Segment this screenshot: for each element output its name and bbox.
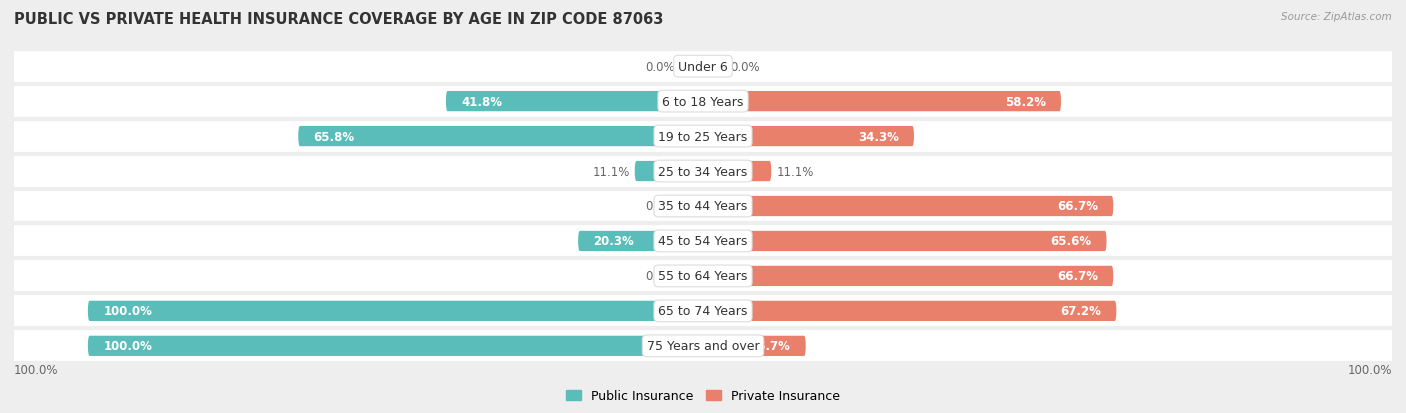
Text: 45 to 54 Years: 45 to 54 Years [658, 235, 748, 248]
FancyBboxPatch shape [703, 266, 1114, 286]
FancyBboxPatch shape [14, 224, 1392, 259]
Text: 6 to 18 Years: 6 to 18 Years [662, 95, 744, 108]
Text: 35 to 44 Years: 35 to 44 Years [658, 200, 748, 213]
Text: 19 to 25 Years: 19 to 25 Years [658, 130, 748, 143]
Text: 0.0%: 0.0% [645, 61, 675, 74]
FancyBboxPatch shape [14, 189, 1392, 224]
Text: 100.0%: 100.0% [1347, 363, 1392, 376]
FancyBboxPatch shape [703, 197, 1114, 216]
FancyBboxPatch shape [14, 84, 1392, 119]
FancyBboxPatch shape [682, 266, 703, 286]
FancyBboxPatch shape [682, 197, 703, 216]
Text: 0.0%: 0.0% [731, 61, 761, 74]
Text: 20.3%: 20.3% [593, 235, 634, 248]
Text: 100.0%: 100.0% [103, 339, 152, 352]
FancyBboxPatch shape [298, 127, 703, 147]
FancyBboxPatch shape [14, 294, 1392, 329]
FancyBboxPatch shape [578, 231, 703, 252]
Text: 67.2%: 67.2% [1060, 305, 1101, 318]
Text: 55 to 64 Years: 55 to 64 Years [658, 270, 748, 283]
Text: 16.7%: 16.7% [749, 339, 790, 352]
FancyBboxPatch shape [87, 336, 703, 356]
FancyBboxPatch shape [703, 127, 914, 147]
FancyBboxPatch shape [703, 92, 1062, 112]
FancyBboxPatch shape [14, 50, 1392, 84]
Text: 75 Years and over: 75 Years and over [647, 339, 759, 352]
Text: 0.0%: 0.0% [645, 200, 675, 213]
FancyBboxPatch shape [14, 329, 1392, 363]
Text: Under 6: Under 6 [678, 61, 728, 74]
FancyBboxPatch shape [87, 301, 703, 321]
Text: Source: ZipAtlas.com: Source: ZipAtlas.com [1281, 12, 1392, 22]
Text: 0.0%: 0.0% [645, 270, 675, 283]
Text: 11.1%: 11.1% [592, 165, 630, 178]
FancyBboxPatch shape [703, 301, 1116, 321]
FancyBboxPatch shape [14, 119, 1392, 154]
Text: 100.0%: 100.0% [14, 363, 59, 376]
Text: PUBLIC VS PRIVATE HEALTH INSURANCE COVERAGE BY AGE IN ZIP CODE 87063: PUBLIC VS PRIVATE HEALTH INSURANCE COVER… [14, 12, 664, 27]
Text: 34.3%: 34.3% [858, 130, 898, 143]
Text: 66.7%: 66.7% [1057, 200, 1098, 213]
FancyBboxPatch shape [14, 259, 1392, 294]
FancyBboxPatch shape [703, 57, 724, 77]
Text: 25 to 34 Years: 25 to 34 Years [658, 165, 748, 178]
Legend: Public Insurance, Private Insurance: Public Insurance, Private Insurance [561, 385, 845, 408]
Text: 58.2%: 58.2% [1005, 95, 1046, 108]
FancyBboxPatch shape [14, 154, 1392, 189]
FancyBboxPatch shape [634, 161, 703, 182]
Text: 65.6%: 65.6% [1050, 235, 1091, 248]
FancyBboxPatch shape [682, 57, 703, 77]
Text: 11.1%: 11.1% [776, 165, 814, 178]
Text: 65.8%: 65.8% [314, 130, 354, 143]
FancyBboxPatch shape [703, 231, 1107, 252]
Text: 65 to 74 Years: 65 to 74 Years [658, 305, 748, 318]
FancyBboxPatch shape [703, 336, 806, 356]
FancyBboxPatch shape [703, 161, 772, 182]
Text: 66.7%: 66.7% [1057, 270, 1098, 283]
Text: 41.8%: 41.8% [461, 95, 502, 108]
Text: 100.0%: 100.0% [103, 305, 152, 318]
FancyBboxPatch shape [446, 92, 703, 112]
